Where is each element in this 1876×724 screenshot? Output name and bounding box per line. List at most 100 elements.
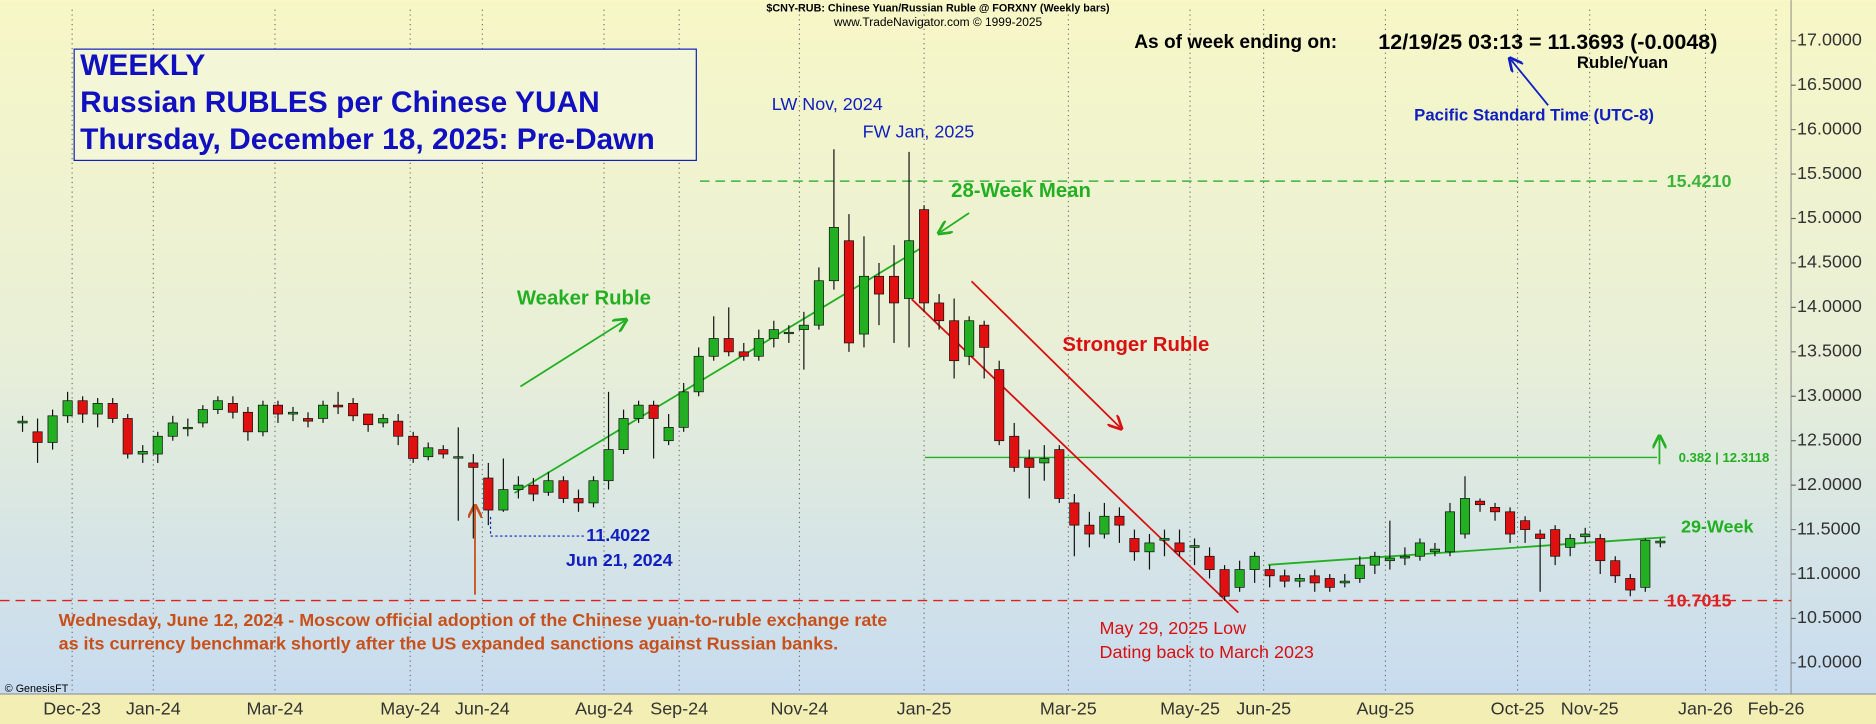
x-tick-label: Oct-25 bbox=[1491, 698, 1545, 718]
candle-body bbox=[47, 415, 58, 443]
y-tick-label: 13.5000 bbox=[1797, 341, 1862, 361]
y-tick-label: 10.0000 bbox=[1797, 652, 1862, 672]
candle-body bbox=[1595, 538, 1606, 562]
candles bbox=[17, 149, 1666, 601]
x-tick-label: Jun-25 bbox=[1236, 698, 1291, 718]
candle-body bbox=[513, 484, 524, 490]
level-label: 10.7015 bbox=[1667, 590, 1732, 610]
level-label: 15.4210 bbox=[1667, 171, 1732, 191]
candle-body bbox=[573, 498, 584, 504]
y-tick-label: 15.5000 bbox=[1797, 163, 1862, 183]
candle-body bbox=[1219, 569, 1230, 597]
candle-body bbox=[618, 418, 629, 450]
candle-body bbox=[393, 420, 404, 437]
annotation: Jun 21, 2024 bbox=[566, 550, 673, 570]
candle-body bbox=[1144, 542, 1155, 553]
candle-body bbox=[498, 489, 509, 511]
candle-body bbox=[1024, 458, 1035, 468]
candle-body bbox=[212, 400, 223, 410]
low-marker bbox=[489, 516, 584, 537]
candle-body bbox=[753, 338, 764, 357]
x-tick-label: Jan-26 bbox=[1678, 698, 1733, 718]
annotations: $CNY-RUB: Chinese Yuan/Russian Ruble @ F… bbox=[5, 2, 1862, 718]
candle-body bbox=[1054, 449, 1065, 499]
candle-body bbox=[1520, 520, 1531, 530]
candle-body bbox=[303, 418, 314, 422]
candle-body bbox=[1399, 555, 1410, 559]
candle-body bbox=[1309, 575, 1320, 584]
annotation: 11.4022 bbox=[586, 525, 650, 545]
candle-body bbox=[227, 403, 238, 413]
candle-body bbox=[1114, 515, 1125, 526]
x-tick-label: Jan-25 bbox=[897, 698, 952, 718]
candle-body bbox=[964, 320, 975, 357]
candle-body bbox=[122, 418, 133, 455]
candle-body bbox=[783, 331, 794, 335]
candle-body bbox=[1505, 511, 1516, 535]
candle-body bbox=[152, 435, 163, 455]
candle-body bbox=[663, 427, 674, 442]
y-tick-label: 17.0000 bbox=[1797, 29, 1862, 49]
y-tick-label: 14.5000 bbox=[1797, 252, 1862, 272]
candle-body bbox=[843, 240, 854, 344]
y-tick-label: 16.0000 bbox=[1797, 118, 1862, 138]
candle-body bbox=[468, 462, 479, 468]
candle-body bbox=[858, 275, 869, 335]
annotation: May 29, 2025 Low bbox=[1100, 618, 1247, 638]
x-tick-label: May-24 bbox=[380, 698, 440, 718]
x-tick-label: Aug-24 bbox=[575, 698, 633, 718]
timezone-label: Pacific Standard Time (UTC-8) bbox=[1414, 106, 1654, 125]
annotation: 28-Week Mean bbox=[951, 180, 1091, 202]
candle-body bbox=[318, 404, 329, 419]
x-axis-band bbox=[0, 694, 1876, 724]
candle-body bbox=[1084, 524, 1095, 535]
x-tick-label: Nov-24 bbox=[770, 698, 828, 718]
candle-body bbox=[1129, 538, 1140, 553]
candle-body bbox=[588, 480, 599, 504]
candle-body bbox=[543, 480, 554, 493]
candle-body bbox=[1189, 545, 1200, 548]
x-tick-label: Aug-25 bbox=[1356, 698, 1414, 718]
candle-body bbox=[1294, 578, 1305, 582]
annotation: Wednesday, June 12, 2024 - Moscow offici… bbox=[59, 610, 888, 630]
candle-body bbox=[438, 449, 449, 455]
candle-body bbox=[1640, 539, 1651, 588]
candle-body bbox=[1159, 538, 1170, 541]
candle-body bbox=[813, 280, 824, 326]
x-tick-label: Jan-24 bbox=[126, 698, 181, 718]
candle-body bbox=[678, 391, 689, 428]
candle-body bbox=[167, 422, 178, 437]
y-tick-label: 16.5000 bbox=[1797, 74, 1862, 94]
y-tick-label: 12.5000 bbox=[1797, 429, 1862, 449]
candle-body bbox=[1249, 555, 1260, 570]
candle-body bbox=[272, 404, 283, 415]
candle-body bbox=[1039, 458, 1050, 464]
candle-body bbox=[1279, 575, 1290, 582]
candle-body bbox=[1009, 435, 1020, 468]
source: www.TradeNavigator.com © 1999-2025 bbox=[833, 15, 1043, 29]
candle-body bbox=[1655, 540, 1666, 544]
candle-body bbox=[723, 338, 734, 353]
candle-body bbox=[1369, 555, 1380, 566]
candle-body bbox=[558, 480, 569, 499]
x-tick-label: Mar-25 bbox=[1040, 698, 1097, 718]
weaker-arrow bbox=[519, 321, 624, 388]
candle-body bbox=[1490, 507, 1501, 513]
y-tick-label: 12.0000 bbox=[1797, 474, 1862, 494]
candle-body bbox=[934, 302, 945, 322]
candle-body bbox=[348, 403, 359, 417]
time-arrow bbox=[1511, 60, 1549, 106]
candle-body bbox=[949, 320, 960, 362]
candle-body bbox=[62, 400, 73, 417]
candle-body bbox=[137, 451, 148, 455]
candle-body bbox=[257, 404, 268, 433]
candle-body bbox=[648, 404, 659, 419]
title-line: Russian RUBLES per Chinese YUAN bbox=[80, 86, 600, 119]
candle-body bbox=[287, 411, 299, 415]
candle-body bbox=[1384, 557, 1395, 562]
candle-body bbox=[1174, 542, 1185, 553]
candle-body bbox=[1069, 502, 1080, 526]
x-tick-label: May-25 bbox=[1160, 698, 1220, 718]
candle-body bbox=[1354, 564, 1365, 579]
